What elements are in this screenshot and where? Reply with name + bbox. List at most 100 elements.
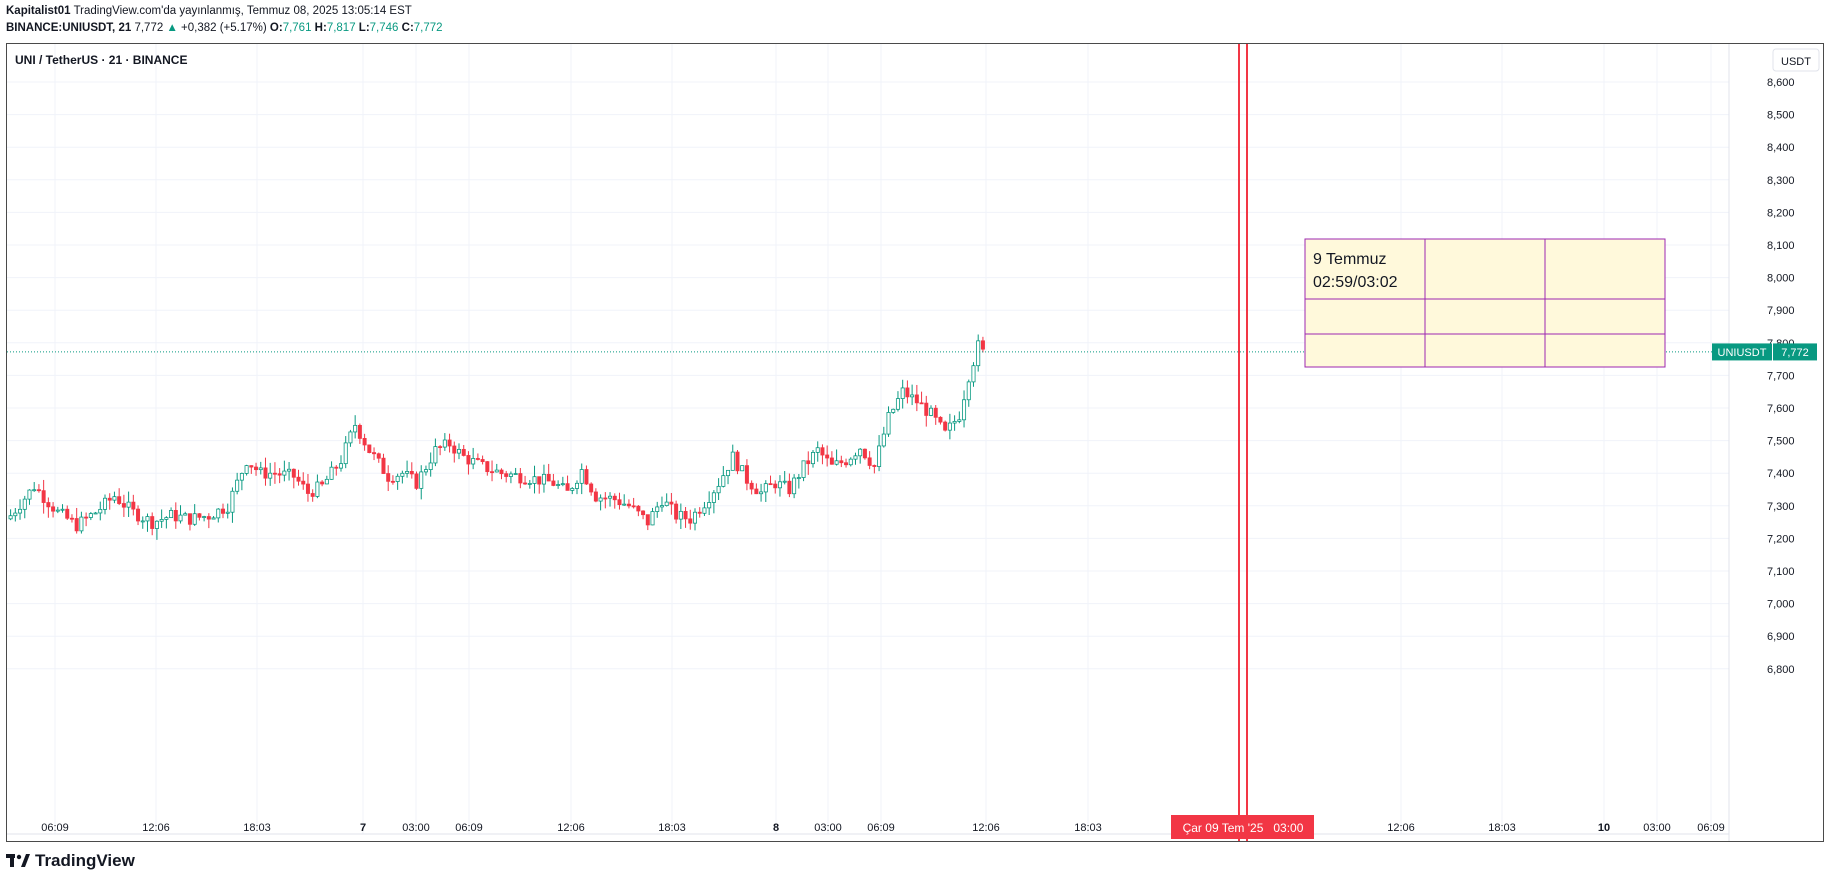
candle-71: [343, 436, 348, 469]
candle-125: [598, 494, 603, 511]
candle-181: [862, 448, 867, 460]
candle-155: [740, 465, 745, 472]
candle-153: [730, 444, 735, 471]
candle-201: [957, 411, 962, 424]
candle-165: [787, 473, 792, 498]
candle-205: [976, 334, 981, 372]
candle-113: [541, 464, 546, 493]
candle-103: [494, 463, 499, 473]
candle-10: [55, 506, 60, 514]
candle-202: [962, 390, 967, 428]
candle-156: [744, 459, 749, 491]
candle-131: [626, 499, 631, 509]
candle-193: [919, 391, 924, 405]
note-table[interactable]: 9 Temmuz 02:59/03:02: [1304, 238, 1666, 368]
candle-77: [372, 447, 377, 461]
tradingview-logo-icon: [6, 854, 30, 867]
candle-75: [362, 433, 367, 451]
price-tick-2: 8,400: [1767, 142, 1795, 154]
candle-178: [848, 457, 853, 467]
time-tick-7: 18:03: [658, 822, 686, 834]
close-value: 7,772: [413, 22, 443, 34]
publish-info: Kapitalist01 TradingView.com'da yayınlan…: [6, 5, 412, 17]
candle-46: [225, 503, 230, 519]
candle-197: [938, 416, 943, 425]
candle-91: [438, 445, 443, 456]
candle-2: [18, 499, 23, 520]
candle-167: [796, 473, 801, 489]
candle-76: [367, 444, 372, 454]
tradingview-logo[interactable]: TradingView: [6, 851, 135, 871]
candle-45: [220, 503, 225, 519]
candle-142: [678, 503, 683, 530]
candle-145: [693, 508, 698, 531]
highlighted-date-text: Çar 09 Tem '25 03:00: [1183, 821, 1304, 835]
candle-26: [131, 494, 136, 516]
candle-43: [211, 515, 216, 520]
candle-58: [282, 460, 287, 482]
candle-175: [834, 449, 839, 466]
candle-170: [811, 450, 816, 468]
time-axis[interactable]: 06:09 12:06 18:03 7 03:00 06:09 12:06 18:03 8 03:…: [41, 822, 1725, 834]
candle-7: [41, 479, 46, 514]
candle-154: [735, 450, 740, 475]
low-value: 7,746: [369, 22, 399, 34]
candle-132: [631, 497, 636, 509]
candle-117: [560, 476, 565, 487]
candle-35: [173, 502, 178, 529]
candle-184: [877, 435, 882, 472]
candle-65: [315, 474, 320, 499]
high-value: 7,817: [326, 22, 356, 34]
price-tick-13: 7,300: [1767, 501, 1795, 513]
time-tick-8: 8: [773, 822, 779, 834]
open-label: O:: [269, 22, 283, 34]
candle-25: [126, 491, 131, 517]
candle-40: [197, 513, 202, 521]
open-value: 7,761: [282, 22, 312, 34]
candle-15: [79, 511, 84, 534]
time-tick-17: 06:09: [1697, 822, 1725, 834]
candle-116: [556, 480, 561, 489]
candle-150: [716, 478, 721, 501]
candle-204: [971, 362, 976, 387]
candle-47: [230, 487, 235, 523]
candle-0: [8, 509, 13, 521]
candle-169: [806, 451, 811, 475]
chart-panel[interactable]: 9 Temmuz 02:59/03:02 UNI / TetherUS · 21…: [6, 43, 1824, 842]
candle-96: [461, 444, 466, 457]
candle-191: [910, 384, 915, 406]
candle-172: [820, 444, 825, 465]
price-axis[interactable]: 8,600 8,500 8,400 8,300 8,200 8,100 8,000 7,900…: [1767, 77, 1795, 676]
candle-110: [527, 479, 532, 489]
candle-108: [518, 467, 523, 489]
currency-button[interactable]: USDT: [1772, 48, 1820, 72]
candle-183: [872, 464, 877, 474]
candle-98: [471, 447, 476, 470]
candle-102: [490, 460, 495, 482]
candle-44: [216, 508, 221, 523]
candle-34: [169, 507, 174, 519]
candle-190: [905, 380, 910, 404]
price-tick-10: 7,600: [1767, 403, 1795, 415]
candle-151: [721, 466, 726, 488]
price-tick-1: 8,500: [1767, 110, 1795, 122]
candle-106: [508, 471, 513, 484]
candle-31: [154, 520, 159, 540]
candle-29: [145, 513, 150, 532]
chart-canvas[interactable]: 9 Temmuz 02:59/03:02 UNI / TetherUS · 21…: [7, 44, 1823, 841]
candle-101: [485, 461, 490, 476]
candle-114: [546, 463, 551, 482]
time-tick-2: 18:03: [243, 822, 271, 834]
time-tick-14: 18:03: [1488, 822, 1516, 834]
candle-8: [46, 497, 51, 518]
candle-104: [499, 468, 504, 480]
price-tick-15: 7,100: [1767, 566, 1795, 578]
candle-27: [136, 505, 141, 526]
candle-152: [726, 469, 731, 485]
candle-6: [36, 484, 41, 493]
candle-177: [844, 458, 849, 468]
candle-20: [103, 494, 108, 515]
time-tick-12: 18:03: [1074, 822, 1102, 834]
candle-33: [164, 516, 169, 529]
candle-115: [551, 473, 556, 487]
